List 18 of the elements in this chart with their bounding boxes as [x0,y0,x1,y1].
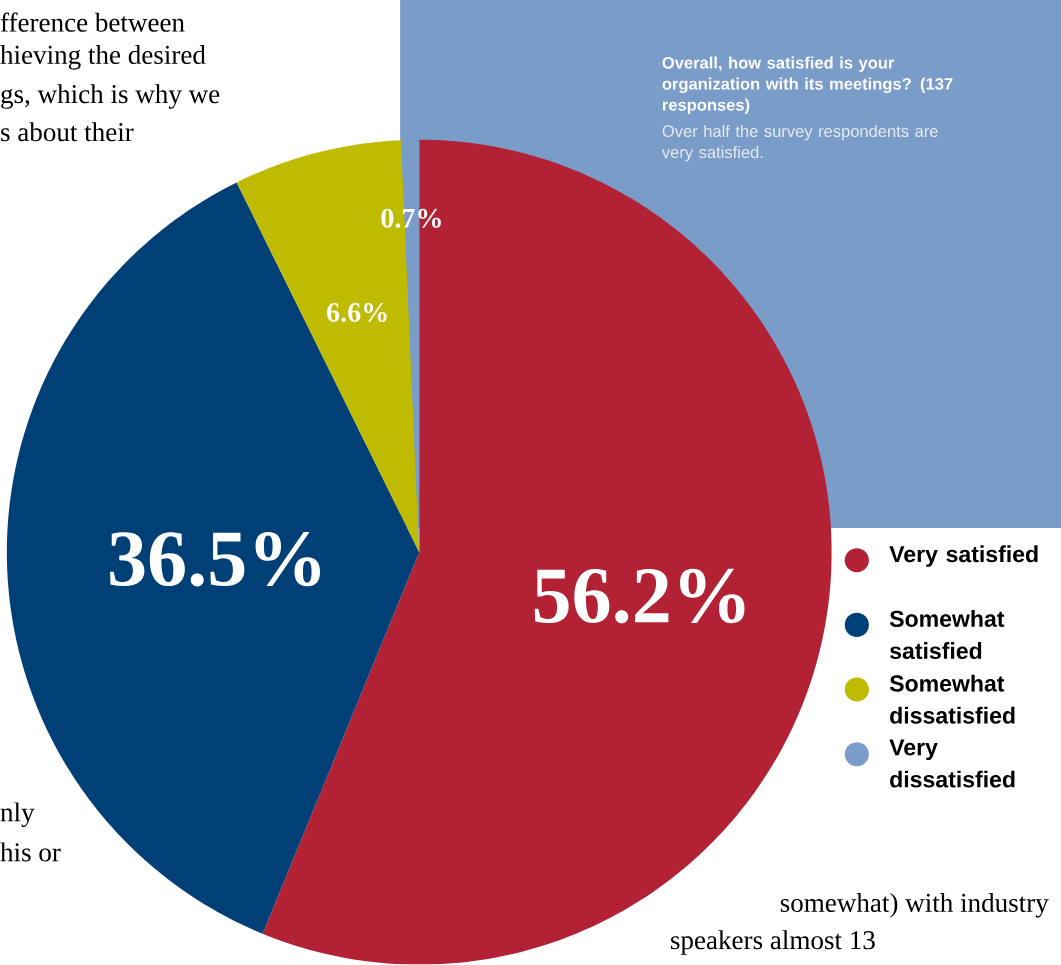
data-label: 0.7% [381,208,441,228]
data-label: 36.5% [110,532,320,587]
data-label: 56.2% [534,569,745,624]
text: gs, which is why we [1,84,220,110]
legend-label: Somewhat satisfied [889,610,1005,660]
text: somewhat) with industry [780,893,1049,918]
legend-label: Somewhat dissatisfied [889,674,1015,724]
text: s about their [1,122,134,142]
chart-subtitle: Over half the survey respondents are very satisfied. [661,125,938,162]
text: hieving the desired [0,45,206,70]
text: fference between [0,12,185,32]
text: speakers almost 13 [671,930,875,955]
legend-label: Very satisfied [889,545,1038,568]
data-label: 6.6% [327,303,387,323]
chart-title: Overall, how satisfied is your organization with its meetings? (137 responses) [662,56,953,115]
text: his or [0,842,61,862]
legend-label: Very dissatisfied [889,739,1015,788]
text: nly [0,802,35,828]
